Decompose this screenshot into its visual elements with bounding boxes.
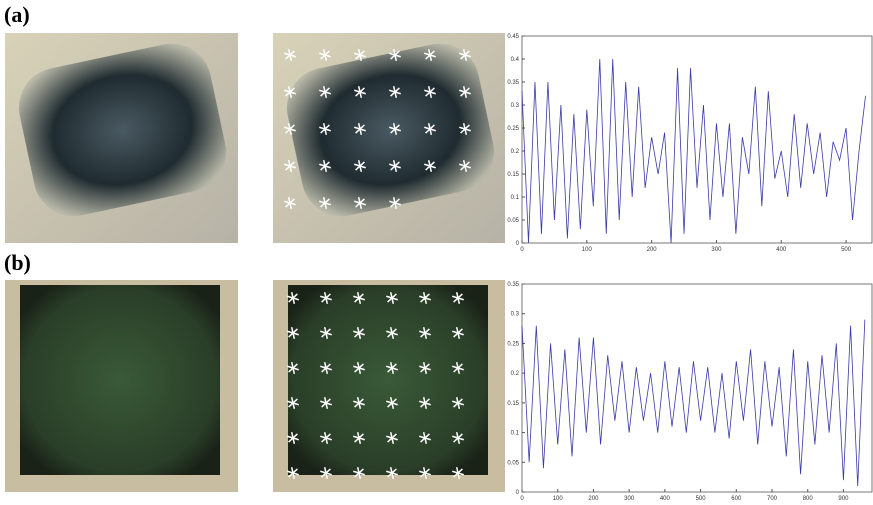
- x-tick-label: 700: [767, 496, 778, 502]
- y-tick-label: 0.4: [511, 57, 520, 63]
- y-tick-label: 0.2: [511, 149, 520, 155]
- image-b-original: [5, 280, 238, 492]
- y-tick-label: 0.1: [511, 195, 520, 201]
- y-tick-label: 0: [516, 490, 520, 496]
- y-tick-label: 0.25: [507, 126, 519, 132]
- x-tick-label: 200: [588, 496, 599, 502]
- y-tick-label: 0.15: [507, 172, 519, 178]
- x-tick-label: 800: [803, 496, 814, 502]
- x-tick-label: 400: [660, 496, 671, 502]
- x-tick-label: 200: [647, 247, 658, 253]
- y-tick-label: 0.05: [507, 218, 519, 224]
- x-tick-label: 500: [696, 496, 707, 502]
- y-tick-label: 0.45: [507, 34, 519, 40]
- y-tick-label: 0.35: [507, 80, 519, 86]
- data-line: [522, 320, 865, 486]
- y-tick-label: 0.15: [507, 401, 519, 407]
- x-tick-label: 100: [553, 496, 564, 502]
- y-tick-label: 0.35: [507, 282, 519, 288]
- image-a-original: [5, 33, 238, 243]
- plot-frame: [522, 36, 872, 243]
- y-tick-label: 0.2: [511, 371, 520, 377]
- figure: (a) (b) 0 0.05 0.1 0.15 0.2 0.25 0.3 0.35 0.4 0.4…: [0, 0, 873, 505]
- image-b-sift: [273, 280, 505, 492]
- y-tick-label: 0.25: [507, 341, 519, 347]
- x-tick-label: 400: [776, 247, 787, 253]
- y-tick-label: 0.3: [511, 103, 520, 109]
- x-tick-label: 300: [711, 247, 722, 253]
- x-tick-label: 0: [520, 496, 524, 502]
- y-tick-label: 0.3: [511, 312, 520, 318]
- y-tick-label: 0: [516, 241, 520, 247]
- panel-label: (a): [4, 2, 30, 27]
- x-tick-label: 900: [838, 496, 849, 502]
- x-tick-label: 300: [624, 496, 635, 502]
- x-tick-label: 100: [582, 247, 593, 253]
- panel-label: (b): [4, 250, 31, 275]
- x-tick-label: 0: [520, 247, 524, 253]
- y-tick-label: 0.05: [507, 460, 519, 466]
- data-line: [522, 59, 866, 243]
- x-tick-label: 600: [731, 496, 742, 502]
- image-a-sift: [273, 33, 505, 243]
- x-tick-label: 500: [841, 247, 852, 253]
- y-tick-label: 0.1: [511, 431, 520, 437]
